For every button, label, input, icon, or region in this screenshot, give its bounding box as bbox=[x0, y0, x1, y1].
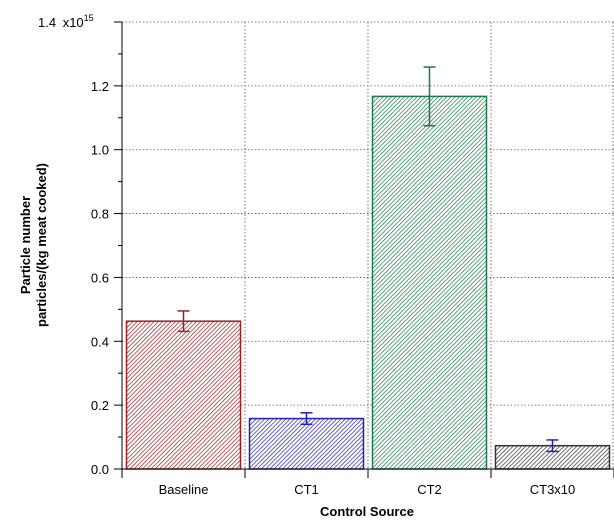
x-tick-label-baseline: Baseline bbox=[159, 482, 209, 497]
y-axis-top-label: 1.4 x1015 bbox=[38, 13, 94, 30]
y-tick-label-6: 1.2 bbox=[91, 79, 109, 94]
y-axis-title-line1: Particle number bbox=[18, 196, 33, 294]
y-axis-title-line2: particles/(kg meat cooked) bbox=[34, 163, 49, 327]
x-tick-label-ct1: CT1 bbox=[294, 482, 319, 497]
y-tick-label-1: 0.2 bbox=[91, 398, 109, 413]
y-tick-label-2: 0.4 bbox=[91, 334, 109, 349]
x-tick-label-ct2: CT2 bbox=[417, 482, 442, 497]
y-tick-label-5: 1.0 bbox=[91, 143, 109, 158]
bar-ct1 bbox=[248, 417, 365, 470]
y-axis-scale-label: x10 bbox=[63, 15, 84, 30]
error-bar-ct1 bbox=[300, 412, 313, 426]
y-tick-label-4: 0.8 bbox=[91, 207, 109, 222]
x-tick-label-ct3x10: CT3x10 bbox=[530, 482, 576, 497]
x-axis-title: Control Source bbox=[320, 504, 414, 519]
error-bar-ct2 bbox=[423, 66, 436, 127]
bar-baseline bbox=[125, 320, 242, 470]
y-axis-title: Particle number particles/(kg meat cooke… bbox=[18, 163, 49, 327]
bar-ct2 bbox=[371, 95, 488, 470]
error-bar-baseline bbox=[177, 310, 190, 333]
error-bar-ct3x10 bbox=[546, 439, 559, 453]
axes-layer: 0.0 0.2 0.4 0.6 0.8 1.0 1.2 Baseline CT1 CT2 CT3x1… bbox=[91, 21, 614, 497]
y-tick-label-0: 0.0 bbox=[91, 462, 109, 477]
y-axis-top-value: 1.4 bbox=[38, 15, 56, 30]
y-axis-scale-exponent: 15 bbox=[84, 13, 94, 23]
bars-layer bbox=[125, 66, 611, 470]
y-tick-label-3: 0.6 bbox=[91, 270, 109, 285]
